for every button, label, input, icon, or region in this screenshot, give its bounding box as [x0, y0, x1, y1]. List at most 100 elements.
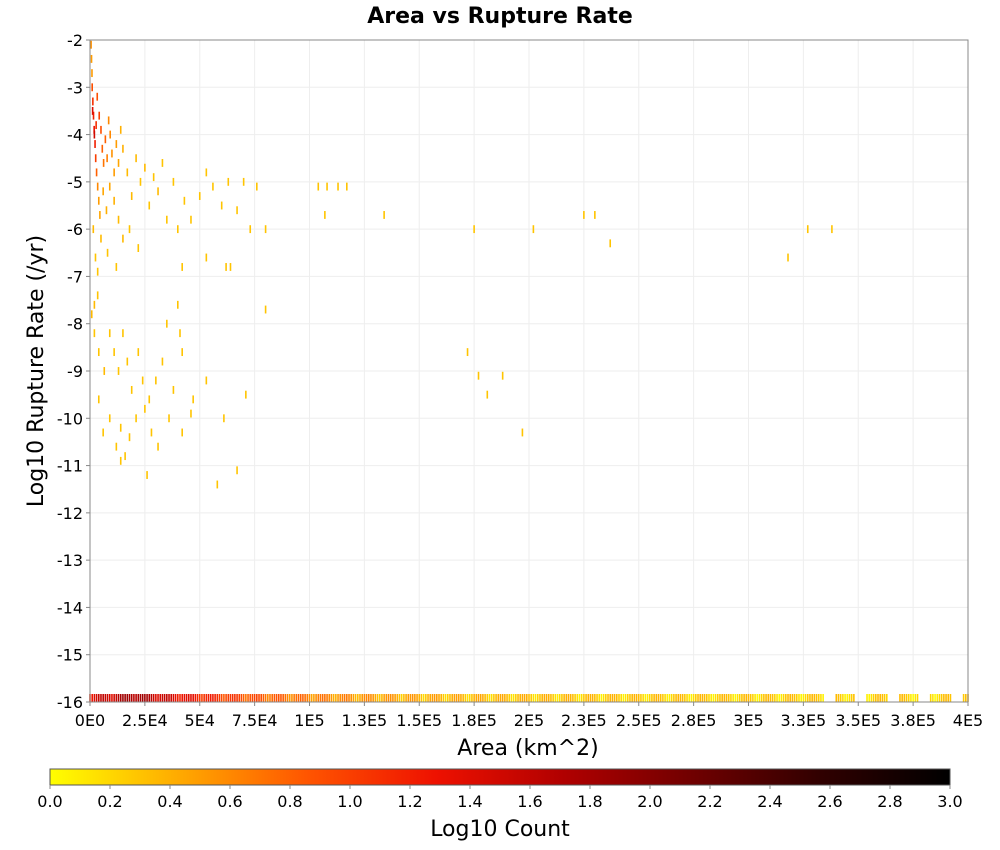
- heatmap-cell: [712, 694, 715, 702]
- colorbar-label: Log10 Count: [430, 817, 570, 842]
- x-tick-label: 1.3E5: [342, 711, 388, 730]
- heatmap-cell: [817, 694, 820, 702]
- heatmap-cell: [398, 694, 401, 702]
- heatmap-cell: [870, 694, 873, 702]
- heatmap-cell: [245, 694, 247, 702]
- heatmap-cell: [780, 694, 783, 702]
- heatmap-cell: [521, 428, 524, 437]
- heatmap-cell: [543, 694, 546, 702]
- heatmap-cell: [677, 694, 680, 702]
- heatmap-cell: [727, 694, 730, 702]
- heatmap-cell: [420, 694, 423, 702]
- heatmap-cell: [745, 694, 748, 702]
- heatmap-cell: [668, 694, 671, 702]
- heatmap-cell: [214, 694, 216, 702]
- heatmap-cell: [108, 414, 111, 423]
- heatmap-cell: [686, 694, 688, 702]
- heatmap-cell: [598, 694, 601, 702]
- heatmap-cell: [695, 694, 697, 702]
- heatmap-cell: [429, 694, 432, 702]
- heatmap-cell: [310, 694, 313, 702]
- heatmap-cell: [93, 329, 96, 338]
- heatmap-cell: [324, 694, 326, 702]
- heatmap-cell: [126, 168, 129, 177]
- heatmap-cell: [778, 694, 781, 702]
- y-axis-label: Log10 Rupture Rate (/yr): [24, 235, 49, 507]
- heatmap-cell: [659, 694, 662, 702]
- heatmap-cell: [144, 694, 146, 702]
- heatmap-cell: [486, 694, 489, 702]
- heatmap-cell: [343, 694, 346, 702]
- heatmap-cell: [148, 694, 151, 702]
- heatmap-cell: [141, 376, 144, 385]
- heatmap-cell: [177, 694, 179, 702]
- heatmap-cell: [271, 694, 273, 702]
- heatmap-cell: [616, 694, 618, 702]
- heatmap-cell: [949, 694, 952, 702]
- heatmap-cell: [574, 694, 576, 702]
- heatmap-cell: [93, 130, 96, 139]
- heatmap-cell: [198, 694, 201, 702]
- heatmap-cell: [297, 694, 300, 702]
- heatmap-cell: [229, 694, 232, 702]
- heatmap-cell: [431, 694, 434, 702]
- heatmap-cell: [102, 159, 105, 167]
- heatmap-cell: [308, 694, 311, 702]
- heatmap-cell: [216, 480, 219, 489]
- heatmap-cell: [637, 694, 640, 702]
- heatmap-cell: [218, 694, 221, 702]
- heatmap-cell: [482, 694, 484, 702]
- heatmap-cell: [102, 694, 104, 702]
- heatmap-cell: [501, 371, 504, 380]
- heatmap-cell: [877, 694, 879, 702]
- heatmap-cell: [943, 694, 945, 702]
- heatmap-cell: [264, 694, 267, 702]
- heatmap-cell: [201, 694, 203, 702]
- heatmap-cell: [690, 694, 693, 702]
- heatmap-cell: [126, 357, 129, 366]
- heatmap-cell: [723, 694, 726, 702]
- heatmap-cell: [102, 187, 104, 196]
- heatmap-cell: [96, 182, 99, 191]
- heatmap-cell: [545, 694, 548, 702]
- heatmap-cell: [168, 694, 170, 702]
- heatmap-cell: [585, 694, 587, 702]
- heatmap-cell: [936, 694, 939, 702]
- x-tick-label: 1E5: [294, 711, 324, 730]
- colorbar-tick-label: 1.6: [517, 792, 542, 811]
- y-tick-label: -6: [67, 220, 83, 239]
- heatmap-cell: [236, 694, 238, 702]
- heatmap-cell: [569, 694, 572, 702]
- heatmap-cell: [589, 694, 592, 702]
- heatmap-cell: [732, 694, 734, 702]
- heatmap-cell: [554, 694, 557, 702]
- heatmap-cell: [107, 116, 110, 125]
- heatmap-cell: [109, 130, 111, 139]
- heatmap-cell: [899, 694, 901, 702]
- heatmap-cell: [666, 694, 669, 702]
- heatmap-cell: [468, 694, 471, 702]
- heatmap-cell: [348, 694, 350, 702]
- heatmap-cell: [288, 694, 291, 702]
- heatmap-cell: [646, 694, 649, 702]
- heatmap-cell: [128, 225, 131, 234]
- heatmap-cells: [89, 40, 969, 702]
- heatmap-cell: [795, 694, 798, 702]
- heatmap-cell: [945, 694, 947, 702]
- heatmap-cell: [225, 263, 227, 271]
- heatmap-cell: [277, 694, 280, 702]
- heatmap-cell: [409, 694, 412, 702]
- heatmap-cell: [346, 694, 348, 702]
- heatmap-cell: [765, 694, 767, 702]
- heatmap-cell: [477, 694, 480, 702]
- heatmap-cell: [596, 694, 598, 702]
- heatmap-cell: [242, 177, 245, 186]
- heatmap-cell: [212, 694, 214, 702]
- y-tick-label: -8: [67, 315, 83, 334]
- heatmap-cell: [631, 694, 633, 702]
- heatmap-cell: [172, 385, 175, 394]
- heatmap-cell: [94, 140, 96, 148]
- heatmap-cell: [965, 694, 967, 702]
- heatmap-cell: [346, 182, 348, 191]
- heatmap-cell: [119, 456, 122, 465]
